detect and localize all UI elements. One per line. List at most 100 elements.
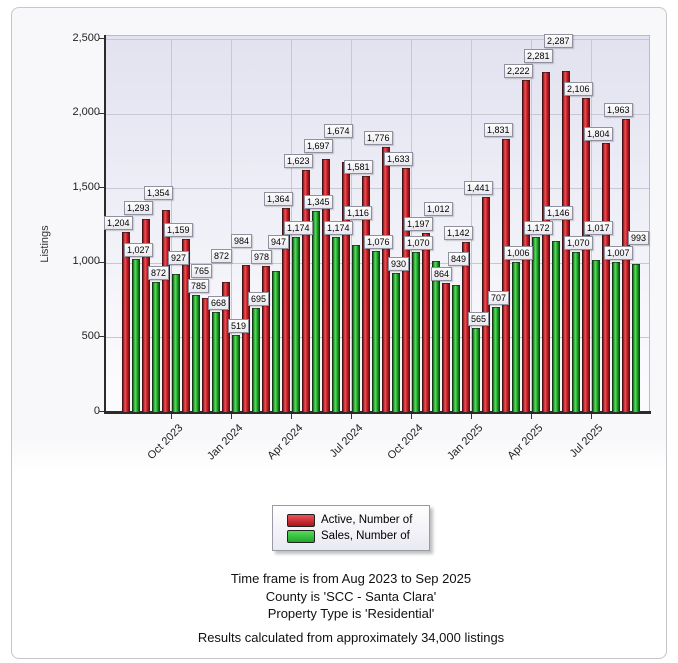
y-tick-label: 2,000 [72,106,100,119]
value-label-sales: 927 [168,250,190,265]
value-label-sales: 1,012 [424,202,453,217]
value-label-sales: 785 [188,278,210,293]
bar-active [162,209,170,412]
value-label-sales: 872 [148,265,170,280]
value-label-active: 864 [431,267,453,282]
bar-active [262,266,270,412]
legend-label-sales: Sales, Number of [321,530,410,542]
value-label-active: 984 [231,233,253,248]
bar-active [322,158,330,412]
value-label-sales: 668 [208,296,230,311]
bar-sales [472,327,480,412]
value-label-sales: 993 [628,230,650,245]
bar-sales [332,236,340,412]
x-tick-mark [471,414,472,419]
gridline-horizontal [106,188,649,190]
bar-sales [372,251,380,412]
value-label-active: 1,441 [464,181,493,195]
bar-active [402,168,410,412]
x-tick-label: Apr 2025 [505,422,546,463]
x-tick-mark [231,414,232,419]
bar-active [122,232,130,412]
bar-sales [572,252,580,412]
bar-sales [292,236,300,412]
legend: Active, Number of Sales, Number of [272,505,430,551]
x-tick-mark [171,414,172,419]
value-label-active: 1,831 [484,122,513,137]
value-label-active: 978 [251,250,273,265]
x-tick-mark [291,414,292,419]
value-label-active: 1,633 [384,152,413,167]
value-label-active: 1,142 [444,225,473,240]
value-label-sales: 1,076 [364,235,393,250]
bar-sales [192,294,200,412]
value-label-active: 2,287 [544,34,573,49]
bar-active [182,239,190,412]
value-label-active: 2,222 [504,64,533,79]
bar-sales [392,273,400,412]
footer-timeframe: Time frame is from Aug 2023 to Sep 2025 [230,571,472,586]
value-label-active: 1,364 [264,192,293,207]
x-tick-mark [351,414,352,419]
plot-area: 1,204 1,027 1,293 872 1,354 927 1,159 785 765 668… [104,34,650,412]
value-label-sales: 1,070 [564,236,593,251]
footer-results: Results calculated from approximately 34… [197,629,505,645]
bar-sales [532,237,540,412]
bar-sales [312,211,320,412]
x-tick-label: Jul 2024 [327,422,366,460]
value-label-sales: 1,345 [304,195,333,210]
value-label-active: 1,293 [124,201,153,216]
value-label-active: 1,804 [584,126,613,141]
value-label-active: 1,697 [304,138,333,153]
bar-active [302,169,310,412]
bar-sales [412,252,420,412]
bar-sales [212,312,220,412]
value-label-active: 2,106 [564,81,593,96]
bar-active [242,265,250,412]
value-label-sales: 1,116 [344,205,372,220]
bar-sales [432,261,440,412]
y-tick-label: 500 [81,329,100,342]
bar-sales [272,270,280,412]
y-tick-mark [99,38,104,39]
x-tick-label: Apr 2024 [265,422,306,463]
bar-sales [512,261,520,412]
value-label-sales: 849 [448,252,470,267]
y-tick-mark [99,261,104,263]
value-label-active: 1,623 [284,153,313,168]
value-label-active: 1,674 [324,123,353,138]
x-tick-label: Jan 2024 [204,422,246,463]
value-label-active: 872 [211,248,233,263]
y-tick-label: 2,500 [72,31,100,44]
value-label-active: 2,281 [524,49,553,64]
value-label-sales: 1,017 [584,221,613,236]
value-label-sales: 707 [488,290,510,305]
value-label-sales: 1,006 [504,245,533,260]
bar-sales [252,308,260,412]
gridline-vertical [231,39,232,412]
bar-active [502,138,510,412]
gridline-horizontal [106,39,649,40]
y-tick-mark [99,187,104,189]
gridline-horizontal [106,113,649,115]
value-label-active: 1,354 [144,186,173,201]
legend-label-active: Active, Number of [321,514,413,526]
footer-property-type: Property Type is 'Residential' [267,606,435,621]
bar-active [422,233,430,412]
bar-active [282,208,290,412]
bar-active [142,219,150,412]
bar-sales [492,306,500,412]
bar-sales [612,261,620,412]
value-label-sales: 1,146 [544,206,573,221]
bar-active [222,281,230,412]
bar-active [582,97,590,412]
footer-county: County is 'SCC - Santa Clara' [265,588,437,604]
value-label-sales: 930 [388,257,410,272]
report-footer: Time frame is from Aug 2023 to Sep 2025 … [12,570,678,645]
value-label-active: 1,204 [104,216,133,231]
x-axis-line [104,411,651,414]
bar-active [442,283,450,412]
value-label-sales: 1,172 [524,221,553,236]
value-label-sales: 1,027 [124,242,153,257]
bar-sales [172,273,180,412]
